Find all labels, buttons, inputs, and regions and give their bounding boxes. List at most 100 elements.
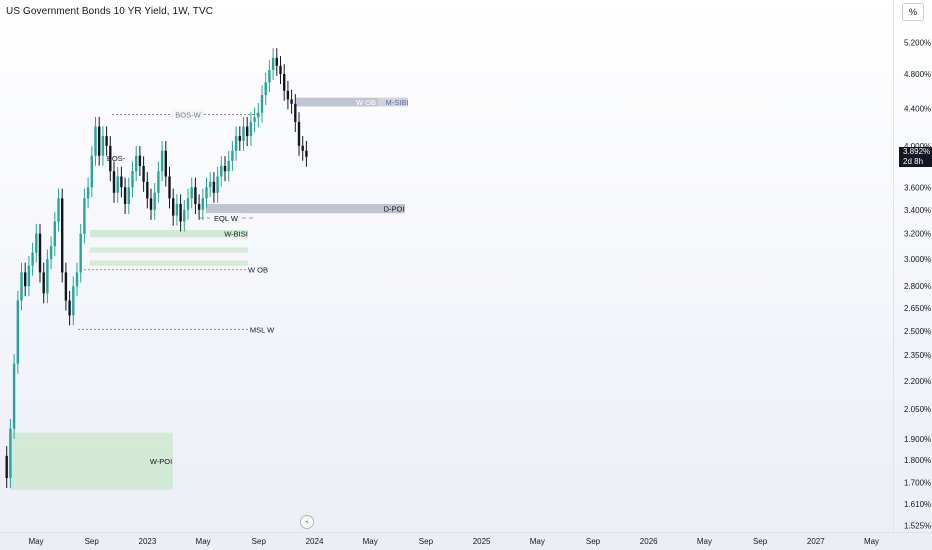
- y-tick-label: 4.800%: [904, 70, 931, 79]
- candle: [283, 64, 286, 101]
- zone-bullish-sub: [90, 260, 248, 266]
- candle-body: [268, 69, 271, 83]
- candle: [49, 236, 53, 270]
- candle-body: [190, 187, 193, 199]
- candle: [175, 194, 179, 226]
- candle-body: [123, 187, 127, 205]
- candle: [183, 200, 186, 232]
- candle: [86, 177, 90, 209]
- candle: [242, 116, 245, 151]
- candle-body: [35, 233, 38, 253]
- candle: [27, 255, 31, 297]
- price-axis-divider: [893, 0, 894, 532]
- candle-body: [179, 204, 182, 222]
- candle: [5, 446, 8, 489]
- candle: [190, 177, 193, 209]
- last-price-badge: 3.892% 2d 8h: [899, 147, 932, 167]
- annotation-lines: BOS-W EQL W: [78, 109, 260, 330]
- candle: [120, 166, 123, 198]
- lightning-icon[interactable]: ⚡: [300, 515, 314, 529]
- x-tick-label: Sep: [419, 537, 434, 546]
- candle-body: [75, 272, 79, 287]
- unit-button[interactable]: %: [902, 3, 924, 21]
- candle-body: [275, 57, 278, 66]
- y-tick-label: 2.200%: [904, 377, 931, 386]
- x-tick-label: Sep: [252, 537, 267, 546]
- candle: [227, 151, 230, 182]
- candle-body: [246, 126, 249, 137]
- candle-body: [231, 150, 234, 161]
- candle: [31, 242, 34, 276]
- candle: [123, 177, 127, 215]
- label-eql-w: EQL W: [214, 214, 239, 223]
- candle: [297, 112, 301, 156]
- candle-body: [101, 136, 105, 156]
- candle-body: [109, 145, 112, 172]
- candle: [268, 60, 271, 93]
- y-tick-label: 3.000%: [904, 255, 931, 264]
- candle: [279, 56, 282, 84]
- candle-body: [94, 126, 97, 156]
- candle-body: [131, 171, 134, 188]
- bar-countdown: 2d 8h: [903, 157, 924, 166]
- candle: [160, 141, 164, 182]
- candle-body: [49, 246, 53, 260]
- candle: [90, 146, 93, 198]
- candle-body: [301, 145, 304, 151]
- candle: [253, 107, 256, 132]
- candle-body: [249, 121, 253, 137]
- candle-body: [212, 181, 216, 193]
- y-tick-label: 1.900%: [904, 435, 931, 444]
- candle-body: [68, 300, 71, 316]
- candle: [168, 166, 171, 209]
- candle: [197, 194, 201, 220]
- candle-body: [135, 155, 138, 172]
- candle-body: [157, 171, 160, 193]
- candle-body: [86, 187, 90, 199]
- candle-body: [297, 121, 301, 146]
- x-tick-label: 2027: [807, 537, 825, 546]
- y-tick-label: 1.610%: [904, 500, 931, 509]
- label-bg: [210, 212, 242, 223]
- candle: [61, 188, 64, 283]
- zone-w-bisi: [90, 229, 248, 238]
- label-bg: [172, 109, 204, 120]
- candle-body: [9, 428, 12, 479]
- zone-w-poi: [10, 432, 173, 490]
- candle: [271, 48, 275, 80]
- y-tick-label: 4.400%: [904, 104, 931, 113]
- candle: [9, 418, 12, 489]
- candle: [220, 156, 223, 187]
- y-tick-label: 3.400%: [904, 206, 931, 215]
- candle: [231, 141, 234, 171]
- candle-body: [90, 155, 93, 188]
- candle: [172, 188, 175, 226]
- candle: [98, 116, 101, 166]
- candle: [53, 211, 56, 257]
- candle: [57, 188, 60, 232]
- x-tick-label: May: [28, 537, 43, 546]
- annotation-labels: W-BISI W OB M-SIBI D-POI W-POI BOS- W OB MSL W: [107, 98, 409, 466]
- candle: [127, 177, 130, 215]
- candle-body: [42, 272, 45, 294]
- candle: [142, 156, 145, 192]
- candle-body: [112, 171, 116, 193]
- x-tick-label: Sep: [753, 537, 768, 546]
- candle-body: [98, 126, 101, 156]
- candle-body: [46, 259, 49, 294]
- candle-body: [79, 233, 82, 273]
- candle-body: [153, 192, 156, 210]
- candle: [260, 85, 264, 123]
- candle-body: [216, 176, 219, 193]
- candle: [153, 183, 156, 220]
- zone-w-ob: [296, 97, 378, 107]
- candle-body: [223, 165, 227, 172]
- candle: [275, 48, 278, 76]
- candle-body: [238, 136, 241, 141]
- candle: [94, 116, 97, 166]
- time-axis-divider: [0, 532, 932, 533]
- candle-body: [279, 65, 282, 75]
- candle-body: [175, 204, 179, 216]
- candle-body: [53, 221, 56, 247]
